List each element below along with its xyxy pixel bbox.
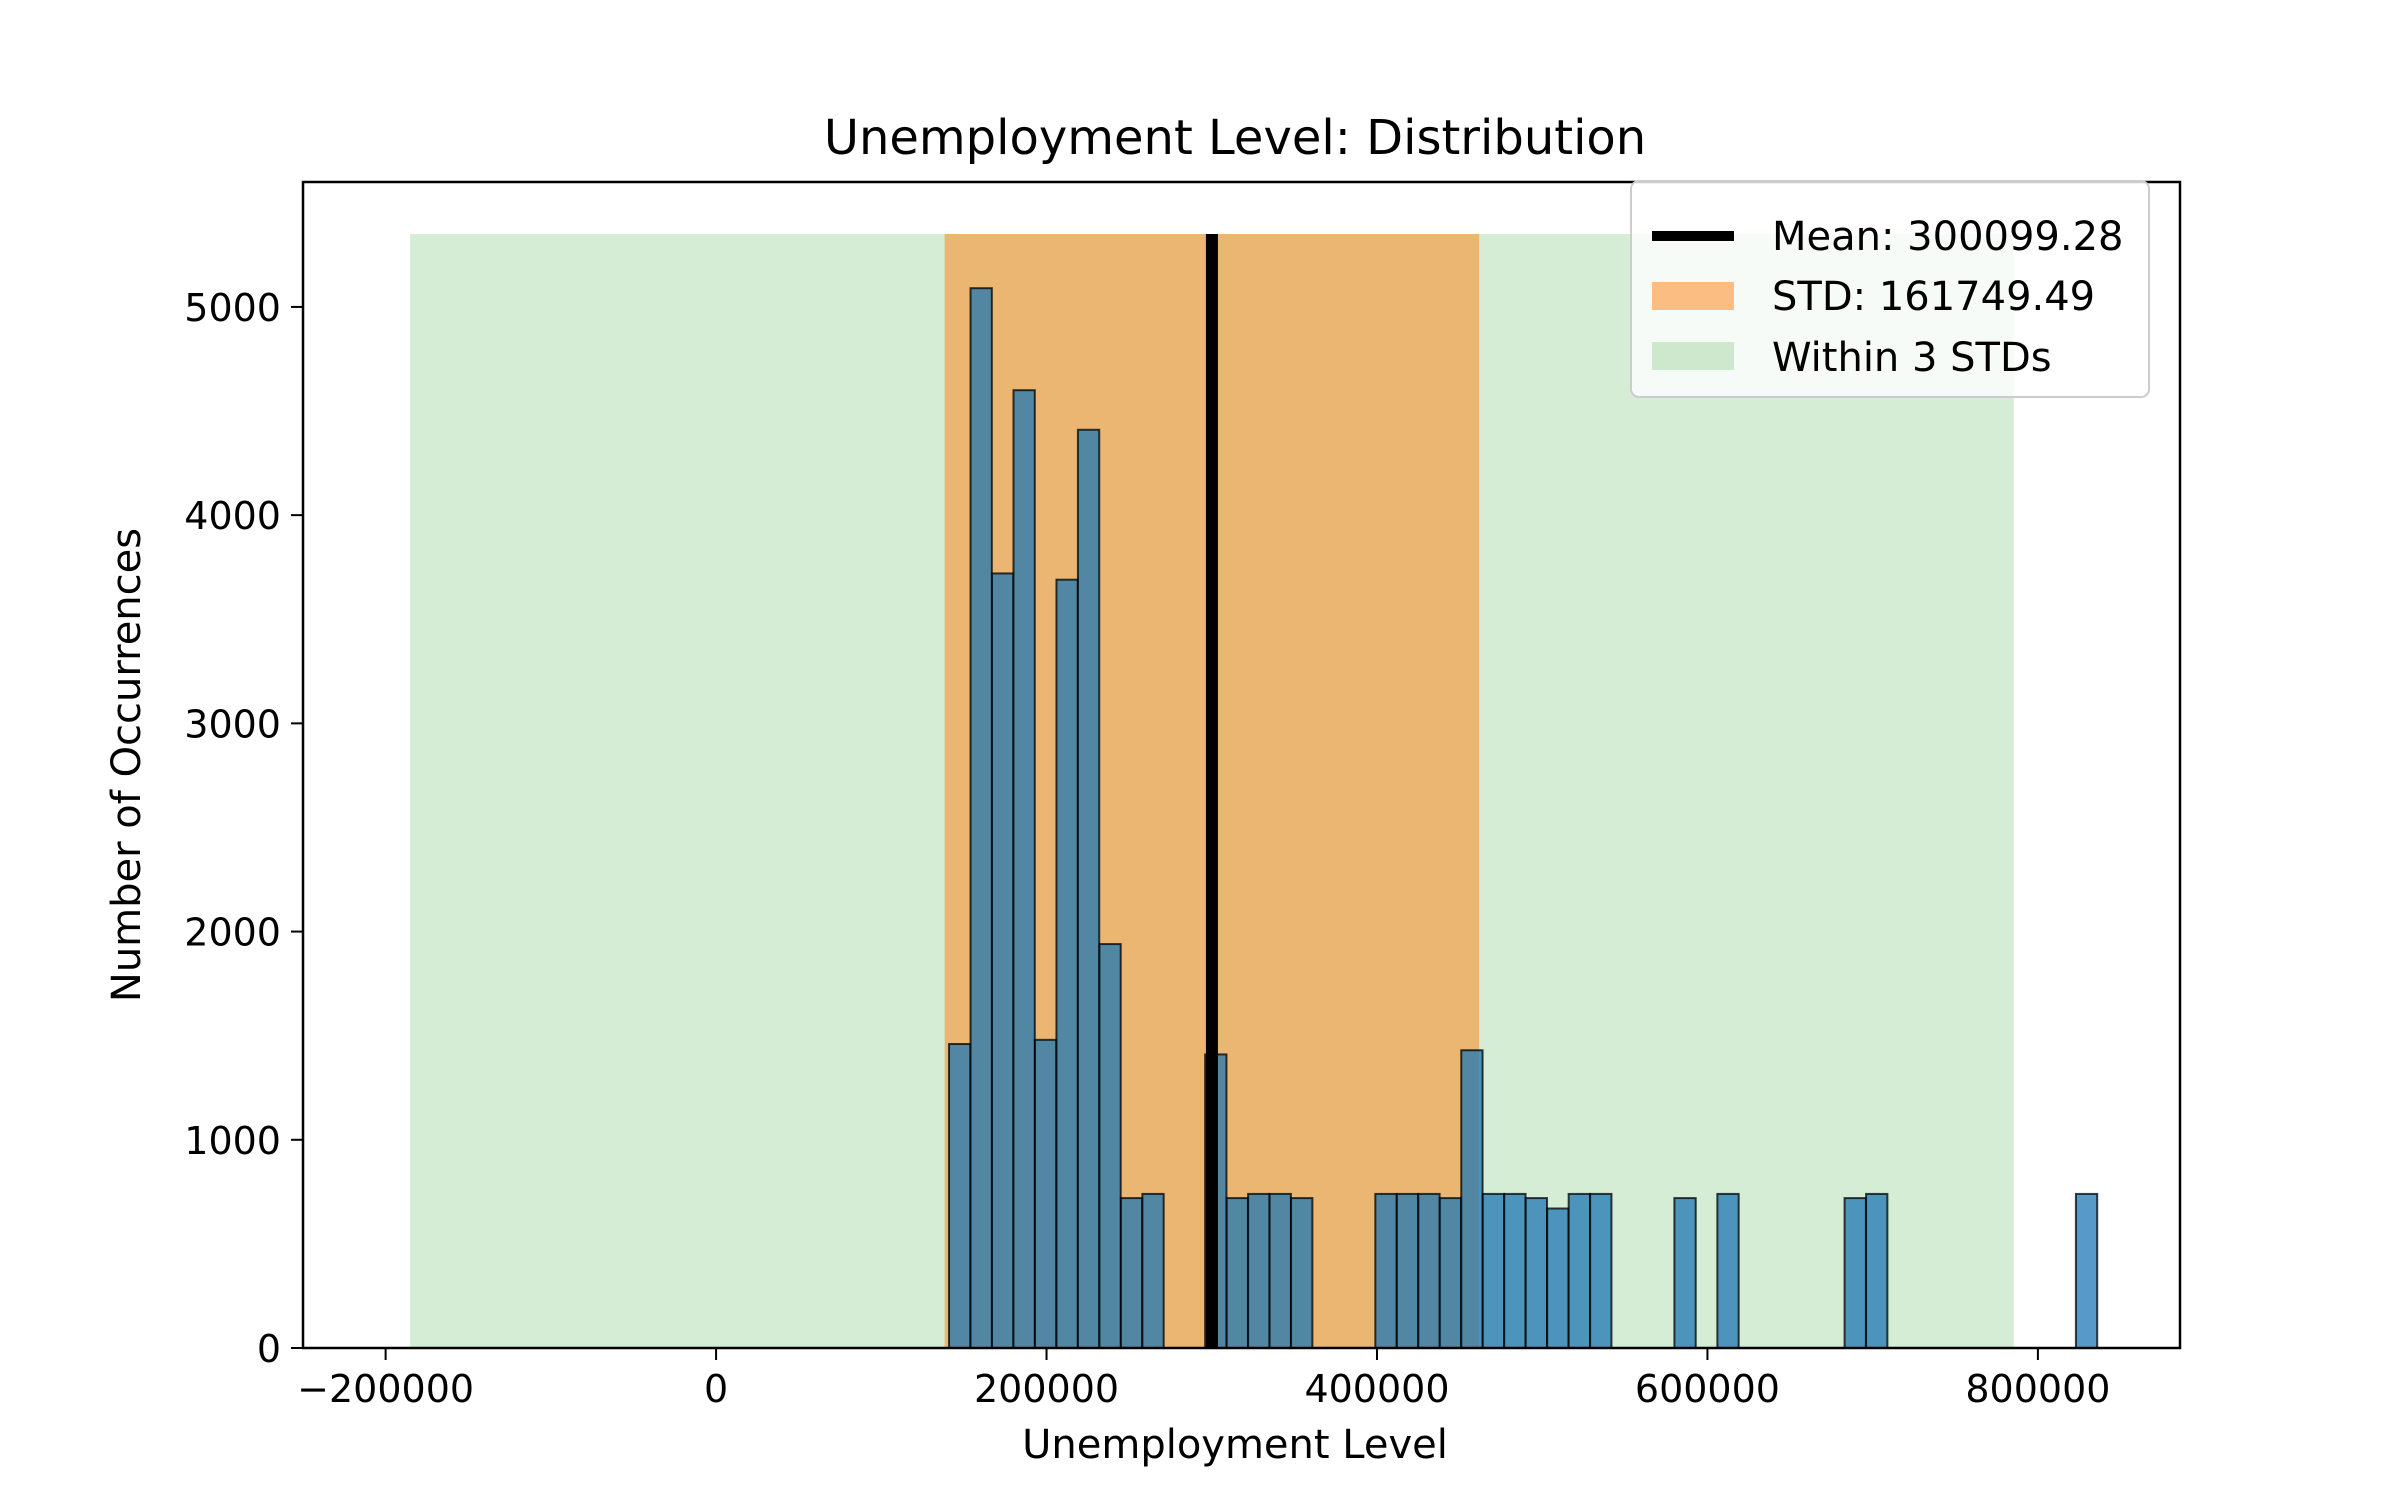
histogram-bars <box>948 287 2099 1350</box>
x-tick-label: 0 <box>704 1367 728 1411</box>
x-tick-label: −200000 <box>297 1367 474 1411</box>
x-axis-label: Unemployment Level <box>1022 1422 1448 1468</box>
plot-frame <box>301 180 2182 1350</box>
histogram-bar <box>1098 943 1122 1349</box>
chart-title: Unemployment Level: Distribution <box>824 110 1646 166</box>
histogram-bar <box>1673 1197 1697 1349</box>
x-tick-label: 600000 <box>1635 1367 1780 1411</box>
legend-mean-label: Mean: 300099.28 <box>1772 214 2123 260</box>
histogram-bar <box>948 1043 972 1350</box>
histogram-bar <box>1247 1192 1271 1349</box>
histogram-bar <box>1395 1192 1420 1349</box>
y-tick-label: 0 <box>257 1327 281 1371</box>
legend-within3-label: Within 3 STDs <box>1772 335 2052 381</box>
histogram-bar <box>1012 389 1036 1349</box>
histogram-bar <box>1374 1192 1398 1349</box>
y-axis-ticks: 0 1000 2000 3000 4000 5000 <box>184 286 303 1371</box>
histogram-bar <box>1225 1197 1249 1349</box>
legend: Mean: 300099.28 STD: 161749.49 Within 3 … <box>1630 180 2150 398</box>
histogram-bar <box>1417 1192 1441 1349</box>
y-tick-label: 2000 <box>184 911 281 955</box>
histogram-bar <box>1865 1192 1889 1349</box>
y-tick-label: 5000 <box>184 286 281 330</box>
histogram-bar <box>2074 1192 2099 1349</box>
x-tick-label: 200000 <box>974 1367 1119 1411</box>
x-tick-label: 400000 <box>1304 1367 1449 1411</box>
legend-box <box>1630 180 2150 398</box>
histogram-bar <box>1438 1197 1463 1349</box>
y-tick-label: 1000 <box>184 1119 281 1163</box>
histogram-bar <box>1524 1197 1549 1349</box>
histogram-bar <box>1843 1197 1867 1349</box>
histogram-bar <box>991 572 1015 1349</box>
histogram-bar <box>1268 1192 1292 1349</box>
legend-std-swatch <box>1652 282 1734 310</box>
histogram-bar <box>1119 1197 1144 1349</box>
histogram-bar <box>1033 1038 1058 1350</box>
y-axis-label: Number of Occurrences <box>104 528 150 1002</box>
y-tick-label: 4000 <box>184 494 281 538</box>
histogram-bar <box>1567 1192 1591 1349</box>
histogram-bar <box>969 287 993 1349</box>
histogram-bar <box>1716 1192 1740 1349</box>
x-axis-ticks: −200000 0 200000 400000 600000 800000 <box>297 1348 2110 1411</box>
histogram-bar <box>1546 1207 1570 1350</box>
histogram-bar <box>1290 1197 1314 1349</box>
histogram-bar <box>1481 1192 1506 1349</box>
legend-std-label: STD: 161749.49 <box>1772 274 2095 320</box>
y-tick-label: 3000 <box>184 702 281 746</box>
histogram-bar <box>1076 428 1101 1349</box>
x-tick-label: 800000 <box>1965 1367 2110 1411</box>
histogram-bar <box>1460 1049 1484 1349</box>
histogram-bar <box>1055 578 1079 1349</box>
histogram-bar <box>1141 1192 1165 1349</box>
legend-within3-swatch <box>1652 342 1734 370</box>
histogram-bar <box>1589 1192 1613 1349</box>
histogram-bar <box>1503 1192 1527 1349</box>
